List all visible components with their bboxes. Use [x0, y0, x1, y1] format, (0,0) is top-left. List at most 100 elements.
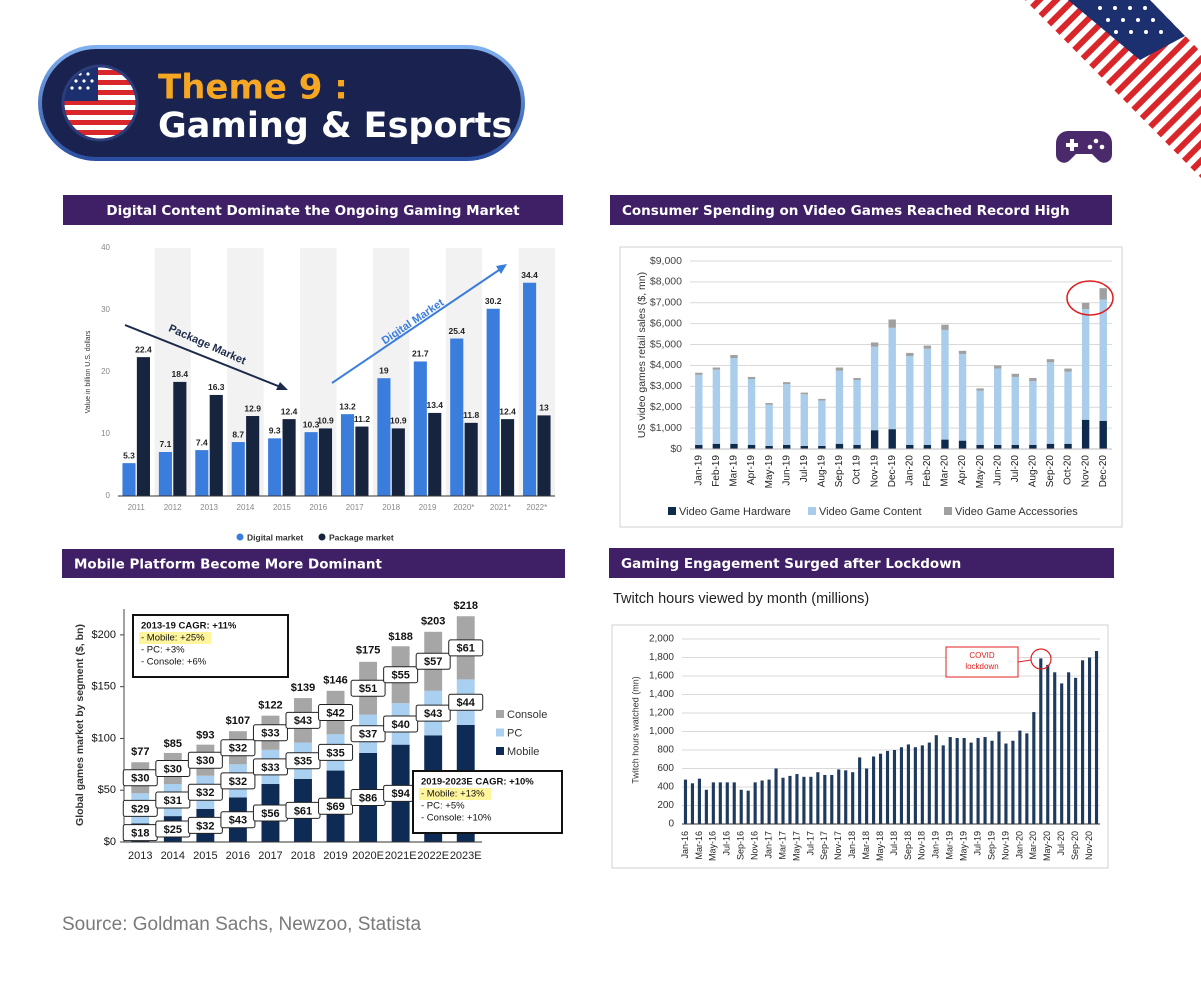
bar-segment	[976, 444, 984, 449]
y-tick-label: $3,000	[650, 380, 682, 392]
bar	[355, 426, 369, 496]
bar	[823, 774, 827, 824]
x-tick-label: Oct 19	[852, 455, 863, 485]
bar	[158, 451, 172, 496]
y-tick-label: 600	[657, 763, 674, 774]
bar-segment	[853, 380, 861, 445]
bar-segment	[941, 439, 949, 449]
x-tick-label: Jan-20	[904, 455, 915, 486]
bar	[690, 783, 695, 824]
bar	[760, 780, 764, 824]
legend-label: Package market	[329, 532, 394, 542]
x-tick-label: Sep-19	[986, 831, 996, 860]
y-tick-label: 1,000	[649, 726, 674, 737]
bar	[1004, 743, 1008, 824]
bar	[872, 756, 876, 824]
x-tick-label: 2019	[323, 850, 347, 862]
x-tick-label: 2019	[419, 503, 437, 512]
bar	[413, 361, 427, 496]
bar	[788, 775, 792, 824]
panel-title: Consumer Spending on Video Games Reached…	[622, 203, 1070, 219]
x-tick-label: 2018	[291, 850, 315, 862]
bar-segment	[835, 443, 844, 449]
x-tick-label: Jan-18	[847, 831, 857, 859]
data-label: $55	[391, 670, 409, 682]
bar	[927, 742, 931, 824]
bar-segment	[818, 445, 826, 449]
bar-segment	[870, 346, 879, 431]
data-label: 10.9	[390, 416, 407, 426]
data-label: 30.2	[485, 296, 502, 306]
legend-label: Mobile	[507, 746, 539, 758]
bar	[486, 308, 500, 496]
x-tick-label: May-19	[764, 455, 775, 489]
x-tick-label: 2017	[346, 503, 364, 512]
y-tick-label: $7,000	[650, 297, 682, 309]
bar-segment	[783, 384, 791, 445]
data-label: 19	[379, 365, 389, 375]
x-tick-label: 2023E	[450, 850, 482, 862]
x-tick-label: 2016	[226, 850, 250, 862]
data-label: 25.4	[448, 326, 465, 336]
y-tick-label: 1,600	[649, 671, 674, 682]
y-tick-label: $0	[104, 836, 116, 848]
bar-segment	[941, 329, 949, 440]
legend-swatch	[496, 710, 504, 718]
data-label: 7.4	[196, 437, 208, 447]
data-label: $35	[294, 756, 312, 768]
bar	[990, 740, 994, 824]
data-label-box	[415, 704, 451, 722]
highlight-circle	[1030, 648, 1052, 670]
bar	[865, 768, 869, 824]
bar	[997, 731, 1001, 824]
data-label: $43	[424, 708, 442, 720]
data-label: $40	[391, 719, 409, 731]
x-tick-label: May-19	[959, 831, 969, 861]
bar-segment	[695, 374, 703, 445]
data-label: $31	[164, 795, 182, 807]
x-tick-label: 2022E	[417, 850, 449, 862]
y-tick-label: 1,800	[649, 652, 674, 663]
data-label: $61	[294, 805, 312, 817]
data-label: $51	[359, 683, 377, 695]
y-tick-label: $5,000	[650, 338, 682, 350]
x-tick-label: Aug-19	[817, 455, 828, 488]
x-tick-label: 2017	[258, 850, 282, 862]
bar-segment	[1081, 302, 1090, 310]
bar-segment	[888, 429, 896, 449]
bar-segment	[923, 444, 932, 449]
note-text: - PC: +5%	[421, 801, 465, 812]
x-tick-label: 2021*	[490, 503, 511, 512]
bar-segment	[906, 444, 914, 449]
bar	[983, 737, 987, 824]
bar-segment	[800, 445, 808, 449]
x-tick-label: Sep-16	[736, 831, 746, 860]
x-tick-label: 2020*	[453, 503, 474, 512]
x-tick-label: Mar-18	[861, 831, 871, 860]
data-label: $32	[196, 787, 214, 799]
charts: Digital Content Dominate the Ongoing Gam…	[62, 195, 1123, 869]
bar-segment	[818, 398, 826, 401]
panel-title-bar	[610, 195, 1112, 225]
x-tick-label: Apr-20	[957, 455, 968, 485]
data-label-box	[448, 693, 484, 711]
x-tick-label: Jul-18	[889, 831, 899, 856]
bar	[851, 772, 855, 824]
trend-arrow	[331, 267, 503, 384]
bar	[892, 750, 897, 824]
data-label-box	[350, 679, 386, 697]
x-tick-label: 2021E	[385, 850, 417, 862]
bar	[1018, 730, 1022, 824]
data-label: 5.3	[123, 450, 135, 460]
bar-segment	[747, 379, 756, 445]
bar	[1087, 657, 1092, 824]
x-tick-label: Mar-19	[945, 831, 955, 860]
y-tick-label: 40	[101, 243, 110, 252]
x-tick-label: Mar-19	[729, 455, 740, 487]
y-tick-label: 200	[657, 800, 674, 811]
bar-segment	[994, 368, 1002, 445]
bar-segment	[1011, 373, 1019, 377]
note-text: - Console: +10%	[421, 813, 492, 824]
data-label: $32	[229, 776, 247, 788]
